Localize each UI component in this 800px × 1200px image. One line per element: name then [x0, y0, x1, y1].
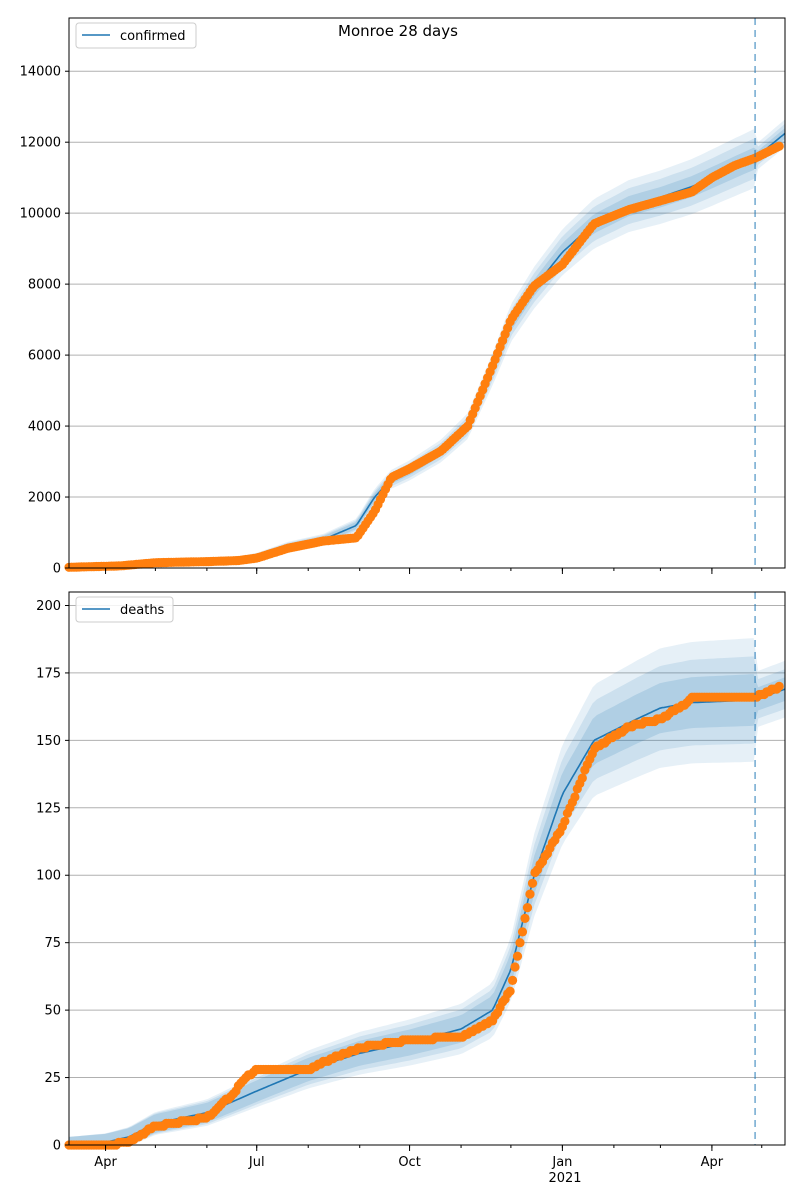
figure-title: Monroe 28 days [338, 22, 458, 40]
data-point [560, 816, 570, 826]
legend-label: confirmed [120, 29, 186, 44]
uncertainty-band [69, 674, 785, 1145]
legend-box [75, 22, 197, 49]
x-tick-label: Apr [701, 1155, 724, 1170]
x-tick-label: Jul [248, 1155, 265, 1170]
data-point [527, 878, 538, 888]
legend-label: deaths [120, 603, 165, 618]
data-point [505, 986, 515, 996]
y-tick-label: 4000 [28, 420, 61, 435]
data-point [570, 792, 580, 802]
y-tick-label: 50 [44, 1004, 61, 1019]
y-tick-label: 6000 [28, 349, 61, 364]
uncertainty-band [69, 119, 785, 569]
uncertainty-band [69, 638, 785, 1145]
y-tick-label: 0 [53, 562, 61, 577]
data-point [507, 975, 518, 986]
legend-box [75, 596, 174, 623]
data-point [512, 951, 523, 961]
y-tick-label: 14000 [20, 65, 61, 80]
y-tick-label: 175 [36, 666, 61, 681]
data-point [517, 927, 528, 937]
y-tick-label: 0 [53, 1139, 61, 1154]
data-point [510, 962, 520, 972]
data-point [525, 889, 535, 899]
legend: confirmed [75, 22, 197, 49]
data-point [522, 903, 533, 913]
y-tick-label: 75 [44, 936, 61, 951]
uncertainty-band [69, 123, 785, 569]
x-axis-year-label: 2021 [548, 1171, 581, 1186]
y-tick-label: 125 [36, 801, 61, 816]
y-tick-label: 12000 [20, 136, 61, 151]
y-tick-label: 150 [36, 734, 61, 749]
y-tick-label: 100 [36, 869, 61, 884]
data-point [774, 681, 784, 692]
data-point [520, 913, 530, 924]
legend: deaths [75, 596, 174, 623]
uncertainty-band [69, 656, 785, 1145]
x-tick-label: Jan [551, 1155, 572, 1170]
y-tick-label: 10000 [20, 207, 61, 222]
deaths-panel: 0 25 50 75 100 125 150 175 200 Apr Jul Oct Jan Apr dea… [36, 591, 786, 1170]
y-tick-label: 8000 [28, 278, 61, 293]
axes-frame [68, 591, 786, 1146]
data-point [774, 141, 784, 151]
y-tick-label: 2000 [28, 491, 61, 506]
x-tick-label: Oct [398, 1155, 420, 1170]
data-point [515, 938, 525, 948]
data-point [577, 773, 587, 783]
axes-frame [68, 17, 786, 569]
y-tick-label: 25 [44, 1071, 61, 1086]
confirmed-panel: 0 2000 4000 6000 8000 10000 12000 14000 confirme… [20, 17, 786, 577]
x-tick-label: Apr [94, 1155, 117, 1170]
y-tick-label: 200 [36, 599, 61, 614]
